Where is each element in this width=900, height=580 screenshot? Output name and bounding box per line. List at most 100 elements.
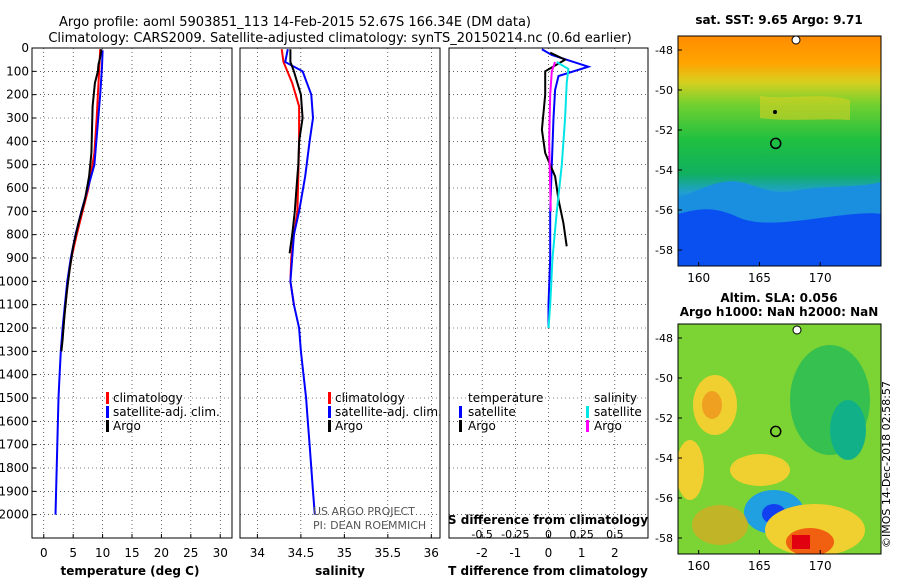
y-tick-label: 1600 xyxy=(0,414,29,428)
salinity-grid xyxy=(240,47,440,538)
project-annotation-line2: PI: DEAN ROEMMICH xyxy=(313,519,426,532)
difference-legend: temperature salinity satellite Argo sate… xyxy=(459,391,642,433)
x-tick-label: 36 xyxy=(424,546,439,560)
y-tick-label: 400 xyxy=(6,134,29,148)
y-tick-label: 1000 xyxy=(0,274,29,288)
legend-temperature-title: temperature xyxy=(468,391,543,405)
y-tick-label: 0 xyxy=(21,41,29,55)
x-tick-label: -1 xyxy=(509,546,521,560)
y-tick-label: 800 xyxy=(6,228,29,242)
series-line-t-satellite xyxy=(541,48,592,328)
s-tick-label: 0.25 xyxy=(569,528,594,541)
legend-satellite-swatch xyxy=(328,406,331,418)
x-tick-label: 2 xyxy=(611,546,619,560)
x-tick-label: 34.5 xyxy=(288,546,315,560)
x-tick-label: 35.5 xyxy=(374,546,401,560)
s-tick-label: 0.5 xyxy=(606,528,624,541)
legend-t-satellite-swatch xyxy=(459,406,462,418)
s-tick-label: 0 xyxy=(545,528,552,541)
sla-map-panel: Altim. SLA: 0.056 Argo h1000: NaN h2000:… xyxy=(655,291,882,573)
temperature-series xyxy=(54,49,104,515)
sst-map-field xyxy=(678,36,881,266)
s-difference-tick-labels: -0.5 -0.25 0 0.25 0.5 xyxy=(471,528,623,541)
y-tick-label: 1400 xyxy=(0,368,29,382)
temperature-legend: climatology satellite-adj. clim. Argo xyxy=(106,391,220,433)
legend-s-satellite-label: satellite xyxy=(594,405,642,419)
x-tick-label: 10 xyxy=(95,546,110,560)
lat-tick-label: -52 xyxy=(655,412,673,425)
y-tick-label: 1300 xyxy=(0,344,29,358)
y-tick-label: 1500 xyxy=(0,391,29,405)
legend-argo-swatch xyxy=(328,420,331,432)
temperature-xlabel: temperature (deg C) xyxy=(61,564,200,578)
y-tick-label: 1200 xyxy=(0,321,29,335)
s-tick-label: -0.25 xyxy=(501,528,529,541)
lat-tick-label: -56 xyxy=(655,204,673,217)
salinity-tick-labels: 34 34.5 35 35.5 36 xyxy=(250,534,439,560)
series-line-satellite-adj-clim- xyxy=(54,50,104,515)
sst-map-panel: sat. SST: 9.65 Argo: 9.71 -48 -50 -52 -54 -5… xyxy=(655,13,882,285)
y-tick-label: 1800 xyxy=(0,461,29,475)
imos-credit: ©IMOS 14-Dec-2018 02:58:57 xyxy=(880,381,893,548)
lat-tick-label: -56 xyxy=(655,492,673,505)
t-difference-tick-labels: -2 -1 0 1 2 xyxy=(476,534,619,560)
temperature-tick-labels: 0 5 10 15 20 25 30 xyxy=(40,534,228,560)
legend-satellite-swatch xyxy=(106,406,109,418)
project-annotation-line1: US ARGO PROJECT xyxy=(313,505,415,518)
salinity-xlabel: salinity xyxy=(315,564,365,578)
x-tick-label: 35 xyxy=(337,546,352,560)
salinity-panel: 34 34.5 35 35.5 36 climatology satellite-adj… xyxy=(239,47,442,578)
x-tick-label: 34 xyxy=(250,546,265,560)
y-tick-label: 100 xyxy=(6,64,29,78)
legend-s-satellite-swatch xyxy=(586,406,589,418)
legend-s-argo-swatch xyxy=(586,420,589,432)
lon-tick-label: 170 xyxy=(809,559,832,573)
legend-climatology-swatch xyxy=(106,392,109,404)
lat-tick-label: -54 xyxy=(655,452,673,465)
y-tick-label: 1900 xyxy=(0,484,29,498)
lon-tick-label: 165 xyxy=(748,559,771,573)
y-tick-label: 600 xyxy=(6,181,29,195)
lat-tick-label: -58 xyxy=(655,244,673,257)
lon-tick-label: 170 xyxy=(809,271,832,285)
legend-t-argo-swatch xyxy=(459,420,462,432)
legend-argo-label: Argo xyxy=(113,419,141,433)
y-tick-label: 300 xyxy=(6,111,29,125)
series-line-argo xyxy=(60,49,103,352)
y-tick-label: 200 xyxy=(6,88,29,102)
sla-map-field xyxy=(678,324,881,554)
y-tick-label: 700 xyxy=(6,204,29,218)
lat-tick-label: -50 xyxy=(655,372,673,385)
figure-title-line1: Argo profile: aoml 5903851_113 14-Feb-20… xyxy=(59,15,531,30)
legend-satellite-label: satellite-adj. clim. xyxy=(113,405,220,419)
y-tick-label: 900 xyxy=(6,251,29,265)
legend-t-argo-label: Argo xyxy=(468,419,496,433)
argo-location-marker xyxy=(769,137,782,150)
x-tick-label: 0 xyxy=(40,546,48,560)
salinity-legend: climatology satellite-adj. clim. Argo xyxy=(328,391,442,433)
lat-tick-label: -50 xyxy=(655,84,673,97)
s-tick-label: -0.5 xyxy=(471,528,492,541)
temperature-grid xyxy=(32,47,232,538)
lon-tick-label: 160 xyxy=(687,271,710,285)
x-tick-label: 25 xyxy=(183,546,198,560)
lat-tick-label: -48 xyxy=(655,44,673,57)
sla-map-frame xyxy=(677,323,882,555)
series-line-t-argo xyxy=(540,51,568,247)
x-tick-label: 1 xyxy=(578,546,586,560)
legend-argo-label: Argo xyxy=(335,419,363,433)
sst-longitude-labels: 160 165 170 xyxy=(687,262,832,285)
x-tick-label: 0 xyxy=(545,546,553,560)
y-tick-label: 1100 xyxy=(0,298,29,312)
x-tick-label: -2 xyxy=(476,546,488,560)
lon-tick-label: 165 xyxy=(748,271,771,285)
sst-latitude-labels: -48 -50 -52 -54 -56 -58 xyxy=(655,44,682,257)
legend-salinity-title: salinity xyxy=(594,391,637,405)
series-line-s-satellite xyxy=(547,61,570,329)
legend-t-satellite-label: satellite xyxy=(468,405,516,419)
legend-climatology-label: climatology xyxy=(335,391,405,405)
sla-latitude-labels: -48 -50 -52 -54 -56 -58 xyxy=(655,332,682,545)
lon-tick-label: 160 xyxy=(687,559,710,573)
lat-tick-label: -54 xyxy=(655,164,673,177)
